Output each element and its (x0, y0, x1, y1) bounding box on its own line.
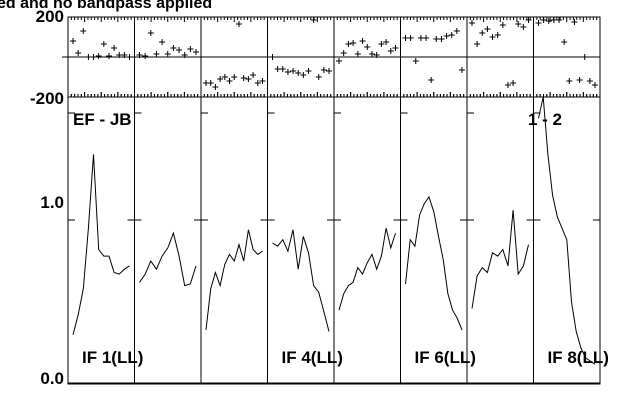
amp-series-7 (471, 210, 529, 309)
chart-title: ed and no bandpass applied (0, 0, 212, 12)
if-label: IF 6(LL) (415, 348, 476, 367)
stokes-label: 1 - 2 (528, 110, 562, 129)
if-label: IF 8(LL) (548, 348, 609, 367)
if-label: IF 1(LL) (82, 348, 143, 367)
amp-panel-frame (67, 96, 135, 385)
amp-panel-frame (333, 96, 401, 385)
if-label: IF 4(LL) (282, 348, 343, 367)
panels: IF 1(LL) IF 4(LL) IF 6(LL) IF 8(LL) (62, 16, 609, 385)
amp-series-2 (139, 231, 197, 287)
amp-series-1 (72, 154, 130, 335)
phase-tick-bottom: -200 (30, 89, 64, 108)
amp-series-6 (405, 195, 463, 331)
amp-panel-frame (200, 96, 268, 385)
baseline-label: EF - JB (73, 110, 132, 129)
amp-tick-one: 1.0 (40, 193, 64, 212)
amp-series-8 (538, 96, 596, 365)
amp-panel-frame (466, 96, 534, 385)
amp-series-5 (338, 228, 396, 311)
amp-tick-zero: 0.0 (40, 369, 64, 388)
amp-series-3 (205, 229, 263, 330)
amp-panel-frame (134, 96, 202, 385)
amp-panel-frame (267, 96, 335, 385)
amp-series-4 (272, 229, 330, 332)
phase-tick-top: 200 (36, 7, 64, 26)
